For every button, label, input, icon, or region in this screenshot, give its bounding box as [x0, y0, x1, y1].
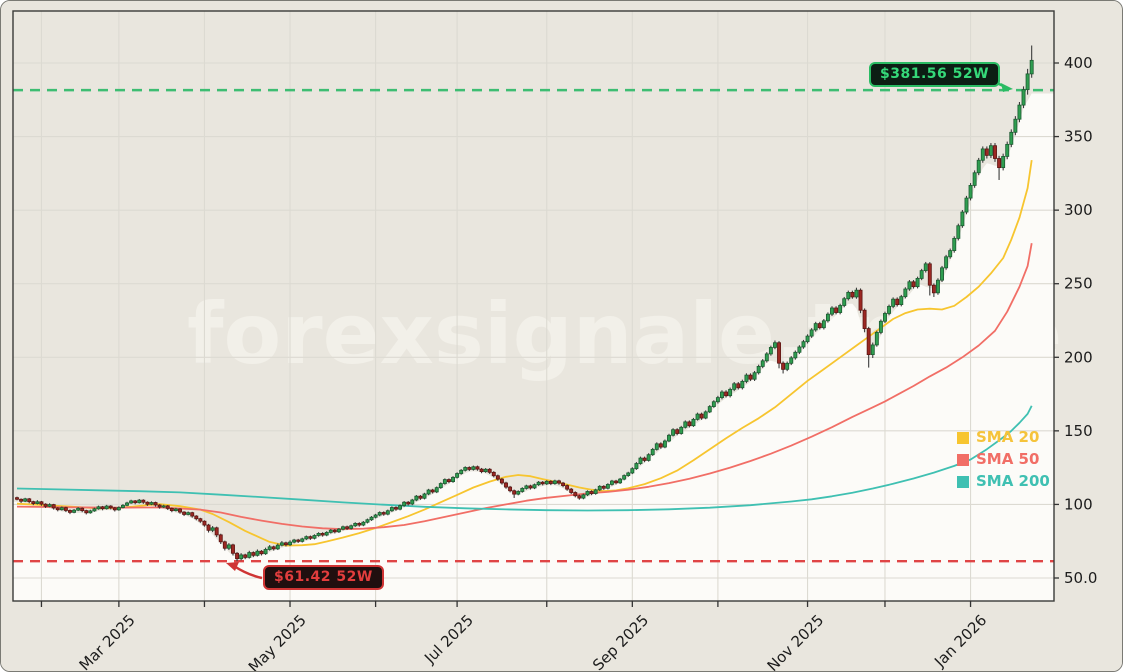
candle-bodies — [15, 59, 1034, 560]
sma-line-sma50 — [16, 243, 1033, 530]
y-tick-label: 150 — [1064, 422, 1093, 440]
legend-label: SMA 20 — [976, 428, 1040, 446]
legend-swatch-icon — [957, 453, 969, 466]
legend-swatch-icon — [957, 431, 969, 444]
y-tick-label: 300 — [1064, 201, 1093, 219]
legend-item-sma-20: SMA 20 — [957, 429, 1050, 446]
plot-border — [12, 10, 1055, 602]
legend-item-sma-200: SMA 200 — [957, 473, 1050, 490]
y-tick-label: 50.0 — [1064, 569, 1097, 587]
y-tick-label: 400 — [1064, 54, 1093, 72]
high-52w-annotation: $381.56 52W — [869, 62, 1001, 87]
y-tick-label: 200 — [1064, 348, 1093, 366]
sma-line-sma200 — [16, 405, 1033, 512]
sma-line-sma20 — [16, 159, 1033, 547]
sma-legend: SMA 20 SMA 50 SMA 200 — [957, 429, 1050, 490]
under-price-fill — [13, 93, 1054, 601]
y-tick-label: 350 — [1064, 128, 1093, 146]
legend-label: SMA 50 — [976, 450, 1040, 468]
legend-item-sma-50: SMA 50 — [957, 451, 1050, 468]
low-52w-annotation: $61.42 52W — [263, 565, 384, 590]
y-tick-label: 100 — [1064, 495, 1093, 513]
y-tick-label: 250 — [1064, 275, 1093, 293]
gridlines — [13, 11, 1054, 601]
legend-label: SMA 200 — [976, 472, 1050, 490]
legend-swatch-icon — [957, 475, 969, 488]
